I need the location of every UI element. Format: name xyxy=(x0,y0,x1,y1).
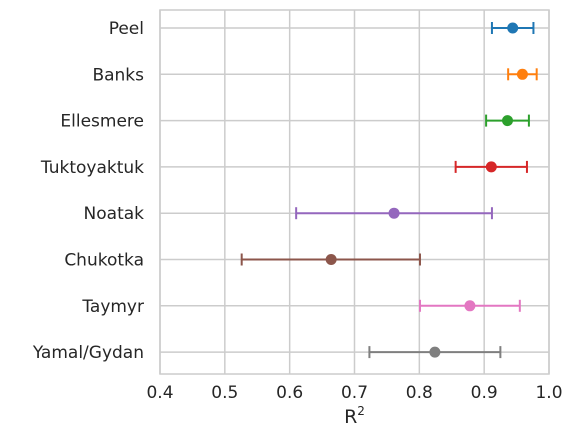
x-tick-label: 0.4 xyxy=(146,383,173,403)
data-point xyxy=(464,300,476,312)
x-axis-label-base: R xyxy=(344,406,357,428)
error-bars xyxy=(240,22,538,359)
category-label: Banks xyxy=(92,65,144,85)
x-axis-label: R2 xyxy=(344,404,365,428)
x-tick-label: 0.7 xyxy=(341,383,368,403)
x-tick-label: 0.9 xyxy=(471,383,498,403)
data-point xyxy=(325,254,337,265)
category-label: Noatak xyxy=(84,204,145,224)
grid xyxy=(159,10,550,374)
data-point xyxy=(388,207,400,219)
x-tick-labels: 0.4 0.5 0.6 0.7 0.8 0.9 1.0 xyxy=(146,383,562,403)
data-point xyxy=(507,22,519,34)
plot-frame xyxy=(159,9,550,375)
data-point xyxy=(516,68,528,80)
category-label: Taymyr xyxy=(81,297,144,317)
x-axis-label-superscript: 2 xyxy=(357,404,365,418)
category-labels: Peel Banks Ellesmere Tuktoyaktuk Noatak Chuko… xyxy=(32,19,144,363)
category-label: Yamal/Gydan xyxy=(32,343,144,363)
x-tick-label: 0.6 xyxy=(276,383,303,403)
x-tick-label: 0.8 xyxy=(406,383,433,403)
data-point xyxy=(485,161,497,173)
category-label: Chukotka xyxy=(64,251,144,271)
category-label: Ellesmere xyxy=(60,112,144,132)
x-tick-label: 1.0 xyxy=(535,383,562,403)
data-point xyxy=(502,115,514,127)
x-tick-label: 0.5 xyxy=(211,383,238,403)
points xyxy=(325,22,528,358)
category-label: Tuktoyaktuk xyxy=(40,158,144,178)
category-label: Peel xyxy=(109,19,144,39)
data-point xyxy=(429,346,441,358)
